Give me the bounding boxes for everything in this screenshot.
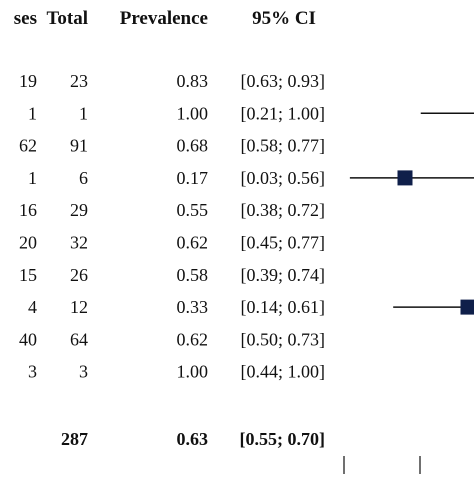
row-0-prevalence: 0.83 [177, 71, 209, 91]
summary-prevalence: 0.63 [177, 429, 209, 449]
estimate-marker-3 [397, 170, 413, 186]
header-events: ses [14, 8, 37, 29]
row-8-prevalence: 0.62 [177, 329, 209, 349]
row-2-ci: [0.58; 0.77] [241, 136, 326, 156]
row-9-events: 3 [28, 362, 37, 382]
row-0-ci: [0.63; 0.93] [241, 71, 326, 91]
row-7-ci: [0.14; 0.61] [241, 297, 326, 317]
row-4-events: 16 [19, 200, 37, 220]
row-5-events: 20 [19, 233, 37, 253]
header-total: Total [46, 8, 88, 29]
header-prevalence: Prevalence [120, 8, 208, 29]
row-7-total: 12 [70, 297, 88, 317]
row-0-total: 23 [70, 71, 88, 91]
row-1-prevalence: 1.00 [177, 103, 209, 123]
row-7-prevalence: 0.33 [177, 297, 209, 317]
row-3-total: 6 [79, 168, 88, 188]
row-3-events: 1 [28, 168, 37, 188]
estimate-marker-7 [460, 299, 474, 315]
row-9-total: 3 [79, 362, 88, 382]
row-1-events: 1 [28, 103, 37, 123]
summary-ci: [0.55; 0.70] [240, 429, 325, 449]
row-9-prevalence: 1.00 [177, 362, 209, 382]
row-8-total: 64 [70, 329, 88, 349]
row-8-ci: [0.50; 0.73] [241, 329, 326, 349]
row-4-prevalence: 0.55 [177, 200, 209, 220]
row-2-events: 62 [19, 136, 37, 156]
row-9-ci: [0.44; 1.00] [241, 362, 326, 382]
row-7-events: 4 [28, 297, 37, 317]
row-1-total: 1 [79, 103, 88, 123]
row-1-ci: [0.21; 1.00] [241, 103, 326, 123]
row-3-ci: [0.03; 0.56] [241, 168, 326, 188]
row-6-total: 26 [70, 265, 88, 285]
row-8-events: 40 [19, 329, 37, 349]
row-6-ci: [0.39; 0.74] [241, 265, 326, 285]
row-4-total: 29 [70, 200, 88, 220]
row-6-prevalence: 0.58 [177, 265, 209, 285]
row-2-prevalence: 0.68 [177, 136, 209, 156]
row-4-ci: [0.38; 0.72] [241, 200, 326, 220]
row-2-total: 91 [70, 136, 88, 156]
row-5-prevalence: 0.62 [177, 233, 209, 253]
row-3-prevalence: 0.17 [177, 168, 209, 188]
row-6-events: 15 [19, 265, 37, 285]
header-ci: 95% CI [252, 8, 316, 29]
summary-total: 287 [61, 429, 88, 449]
row-5-total: 32 [70, 233, 88, 253]
row-0-events: 19 [19, 71, 37, 91]
row-5-ci: [0.45; 0.77] [241, 233, 326, 253]
